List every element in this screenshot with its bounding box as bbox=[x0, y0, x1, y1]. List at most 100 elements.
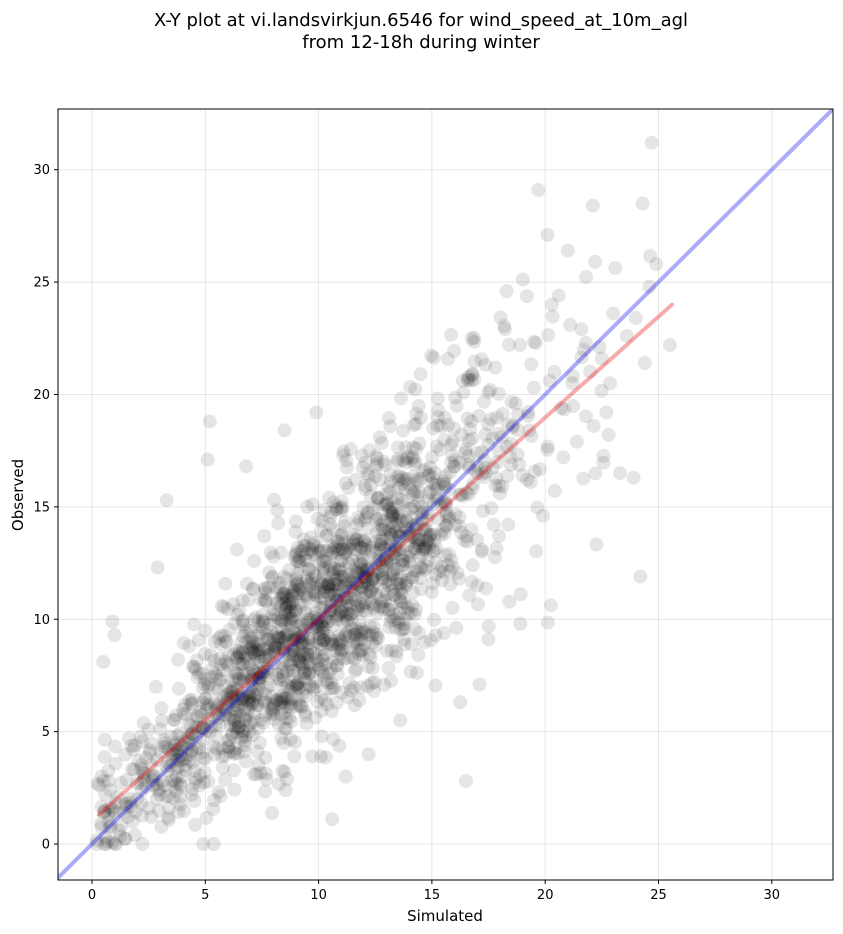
data-point bbox=[292, 651, 307, 666]
data-point bbox=[320, 527, 335, 542]
data-point bbox=[235, 656, 250, 671]
data-point bbox=[385, 506, 400, 521]
data-point bbox=[416, 464, 431, 479]
data-point bbox=[234, 635, 249, 650]
data-point bbox=[332, 561, 347, 576]
data-point bbox=[238, 625, 253, 640]
data-point bbox=[526, 334, 541, 349]
data-point bbox=[505, 420, 520, 435]
data-point bbox=[276, 588, 291, 603]
data-point bbox=[502, 594, 517, 609]
data-point bbox=[198, 691, 213, 706]
data-point bbox=[228, 721, 243, 736]
data-point bbox=[253, 619, 268, 634]
chart-title: X-Y plot at vi.landsvirkjun.6546 for win… bbox=[154, 10, 688, 53]
data-point bbox=[254, 592, 269, 607]
data-point bbox=[294, 617, 309, 632]
data-point bbox=[390, 490, 405, 505]
data-point bbox=[89, 837, 104, 852]
data-point bbox=[429, 541, 444, 556]
data-point bbox=[412, 625, 427, 640]
data-point bbox=[222, 732, 237, 747]
data-point bbox=[377, 523, 392, 538]
data-point bbox=[386, 510, 401, 525]
data-point bbox=[150, 752, 165, 767]
data-point bbox=[295, 699, 310, 714]
data-point bbox=[374, 435, 389, 450]
data-point bbox=[196, 721, 211, 736]
data-point bbox=[387, 545, 402, 560]
data-point bbox=[314, 618, 329, 633]
data-point bbox=[287, 625, 302, 640]
data-point bbox=[397, 473, 412, 488]
data-point bbox=[288, 604, 303, 619]
data-point bbox=[216, 663, 231, 678]
data-point bbox=[266, 697, 281, 712]
data-point bbox=[175, 739, 190, 754]
data-point bbox=[370, 491, 385, 506]
data-point bbox=[294, 597, 309, 612]
data-point bbox=[504, 436, 519, 451]
data-point bbox=[236, 724, 251, 739]
data-point bbox=[406, 440, 421, 455]
data-point bbox=[303, 666, 318, 681]
data-point bbox=[200, 679, 215, 694]
data-point bbox=[304, 572, 319, 587]
data-point bbox=[256, 621, 271, 636]
data-point bbox=[315, 665, 330, 680]
data-point bbox=[383, 474, 398, 489]
data-point bbox=[349, 662, 364, 677]
data-point bbox=[540, 439, 555, 454]
data-point bbox=[288, 644, 303, 659]
data-point bbox=[285, 594, 300, 609]
data-point bbox=[317, 633, 332, 648]
data-point bbox=[375, 570, 390, 585]
data-point bbox=[357, 570, 372, 585]
data-point bbox=[230, 746, 245, 761]
data-point bbox=[520, 472, 535, 487]
data-point bbox=[222, 711, 237, 726]
data-point bbox=[251, 673, 266, 688]
data-point bbox=[357, 535, 372, 550]
data-point bbox=[497, 319, 512, 334]
data-point bbox=[477, 453, 492, 468]
data-point bbox=[293, 699, 308, 714]
data-point bbox=[257, 642, 272, 657]
data-point bbox=[447, 343, 462, 358]
data-point bbox=[268, 694, 283, 709]
data-point bbox=[454, 427, 469, 442]
data-point bbox=[239, 648, 254, 663]
data-point bbox=[324, 598, 339, 613]
y-axis-label: Observed bbox=[9, 459, 27, 531]
data-point bbox=[353, 680, 368, 695]
data-point bbox=[413, 582, 428, 597]
data-point bbox=[252, 670, 267, 685]
data-point bbox=[294, 544, 309, 559]
data-point bbox=[188, 817, 203, 832]
data-point bbox=[354, 579, 369, 594]
data-point bbox=[369, 631, 384, 646]
data-point bbox=[415, 505, 430, 520]
data-point bbox=[275, 763, 290, 778]
data-point bbox=[410, 517, 425, 532]
data-point bbox=[154, 713, 169, 728]
data-point bbox=[277, 764, 292, 779]
data-point bbox=[319, 673, 334, 688]
data-point bbox=[545, 297, 560, 312]
data-point bbox=[448, 453, 463, 468]
data-point bbox=[280, 664, 295, 679]
y-tick-label: 30 bbox=[33, 163, 50, 178]
data-point bbox=[387, 588, 402, 603]
data-point bbox=[420, 533, 435, 548]
data-point bbox=[188, 771, 203, 786]
data-point bbox=[238, 712, 253, 727]
data-point bbox=[372, 552, 387, 567]
data-point bbox=[196, 732, 211, 747]
data-point bbox=[377, 542, 392, 557]
data-point bbox=[243, 689, 258, 704]
data-point bbox=[185, 659, 200, 674]
data-point bbox=[352, 513, 367, 528]
data-point bbox=[461, 433, 476, 448]
data-point bbox=[330, 592, 345, 607]
data-point bbox=[377, 454, 392, 469]
